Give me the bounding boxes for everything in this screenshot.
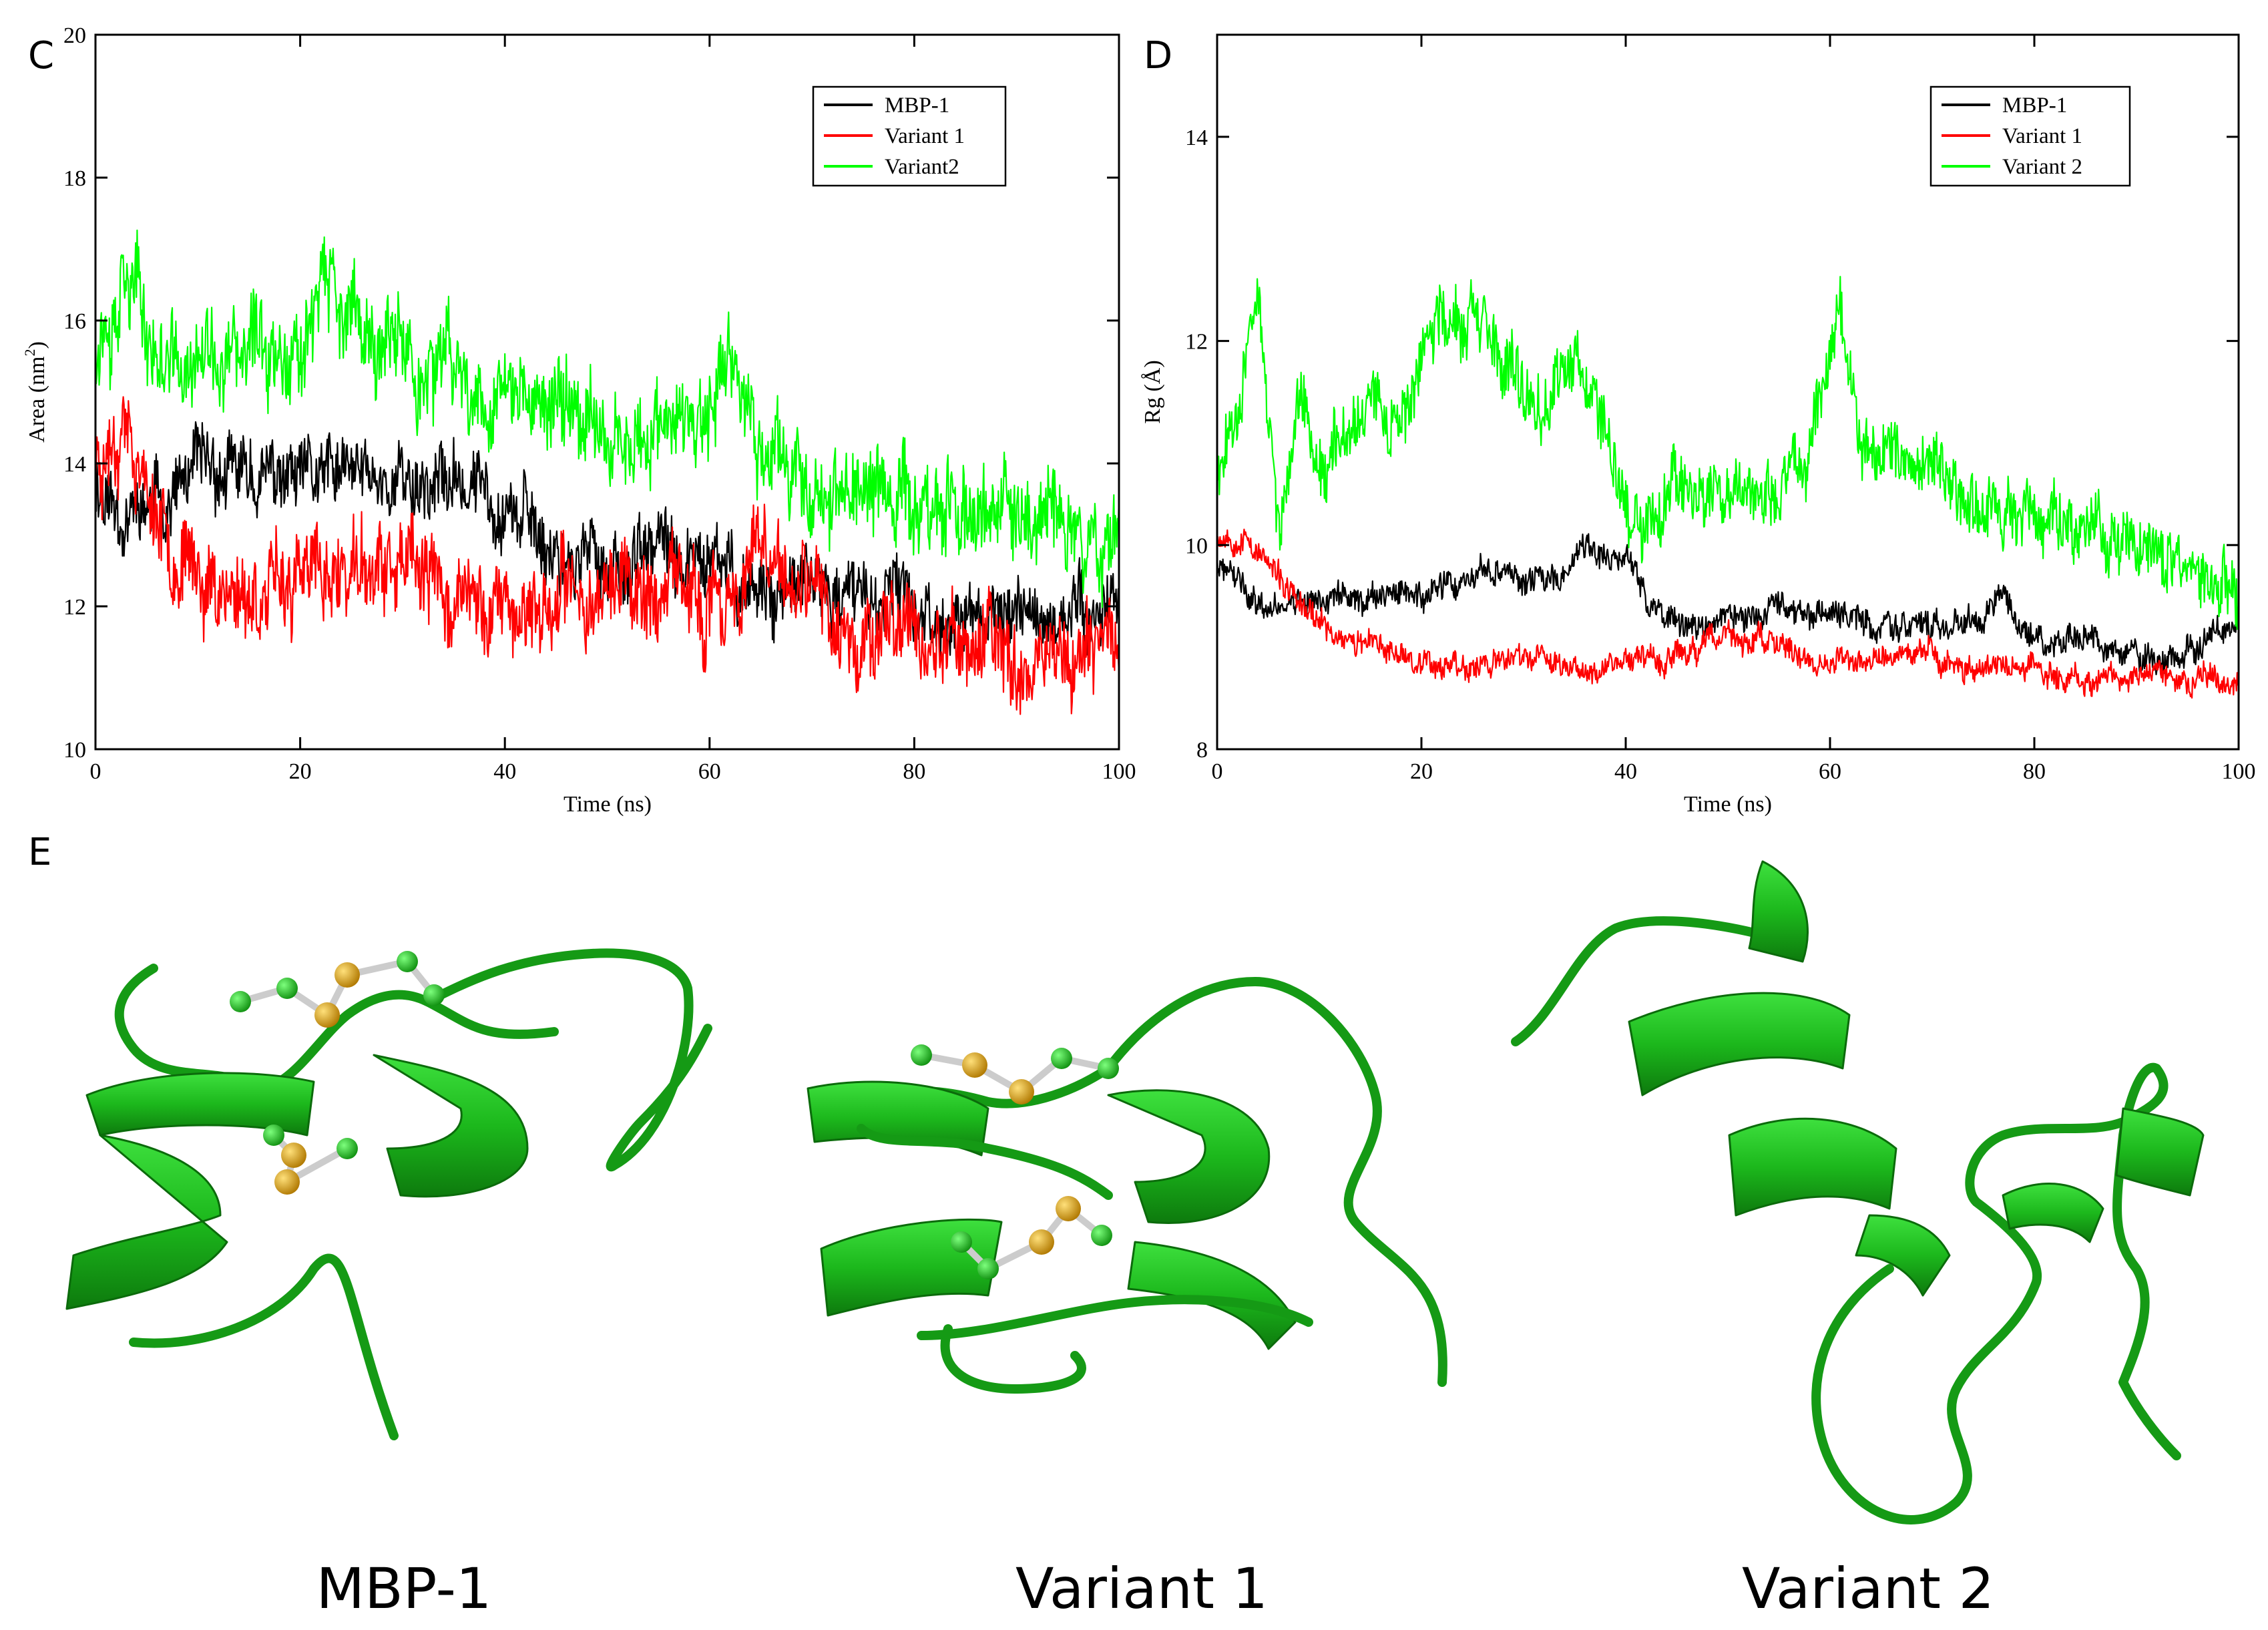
disulfide-bond-mbp1-2 [270,1132,351,1185]
sulfur-atom [1056,1196,1081,1221]
helix-mbp1-2 [65,1134,228,1310]
y-axis-label-d: Rg (Å) [1140,360,1165,423]
legend-d: MBP-1 Variant 1 Variant 2 [1930,85,2131,187]
x-tick-label: 100 [2222,759,2256,784]
y-tick-label: 10 [1185,534,1208,558]
x-tick-label: 0 [1212,759,1223,784]
y-tick-label: 12 [63,595,86,620]
x-tick-label: 40 [1614,759,1637,784]
sulfur-atom [334,962,360,988]
chart-d: D 0 20 40 60 80 100 8 10 12 14 Time (ns) Rg (Å) M… [1140,33,2256,817]
carbon-atom [951,1231,972,1253]
series-line-d-mbp1 [1216,533,2240,676]
x-tick-label: 100 [1102,759,1136,784]
series-lines-d [1216,276,2240,699]
helix-mbp1-1 [85,1072,315,1137]
helix-variant2-1b [1628,992,1851,1096]
carbon-atom [336,1138,358,1159]
helix-mbp1-3 [373,1054,529,1198]
panel-letter-e: E [28,831,51,874]
helix-variant2-1d [1855,1214,1951,1297]
ticks-d: 0 20 40 60 80 100 8 10 12 14 [1185,35,2256,784]
carbon-atom [276,978,298,999]
chart-c: C 0 20 40 60 80 100 10 12 14 16 18 20 Time (ns) Are… [21,23,1136,817]
carbon-atom [1051,1048,1072,1069]
helix-variant2-2b [2115,1107,2205,1197]
series-lines-c [94,229,1120,715]
sulfur-atom [314,1002,340,1028]
helix-variant1-2 [820,1218,1003,1317]
x-tick-label: 80 [903,759,925,784]
x-tick-label: 80 [2023,759,2046,784]
plot-frame-c [94,33,1120,751]
y-tick-label: 8 [1196,738,1208,763]
legend-label-c-variant1: Variant 1 [885,124,965,148]
legend-label-d-mbp1: MBP-1 [2002,93,2067,118]
helix-variant2-2a [2002,1183,2104,1243]
coil-mbp1-top [114,964,559,1093]
structure-mbp1 [65,948,712,1440]
series-line-d-variant2 [1216,276,2240,630]
structure-label-variant2: Variant 2 [1742,1556,1994,1621]
panel-letter-d: D [1144,34,1172,77]
x-tick-label: 20 [289,759,312,784]
coil-variant2-loop [1811,1062,2181,1524]
structure-label-mbp1: MBP-1 [316,1556,492,1621]
structure-variant2 [1511,860,2205,1524]
helix-variant2-1c [1728,1117,1897,1217]
x-tick-label: 40 [493,759,516,784]
sulfur-atom [281,1143,306,1168]
carbon-atom [423,984,445,1006]
carbon-atom [1098,1058,1119,1079]
carbon-atom [911,1044,932,1066]
y-tick-label: 12 [1185,330,1208,355]
sulfur-atom [1029,1229,1054,1255]
y-tick-label: 16 [63,309,86,334]
helix-variant1-4 [1127,1241,1297,1350]
carbon-atom [977,1258,999,1279]
legend-label-c-mbp1: MBP-1 [885,93,949,118]
coil-variant2-nterm [1511,916,1767,1046]
carbon-atom [397,951,418,972]
carbon-atom [230,991,251,1012]
x-tick-label: 60 [698,759,721,784]
coil-mbp1-tail [423,948,712,1172]
sulfur-atom [1009,1079,1034,1104]
plot-frame-d [1216,33,2240,751]
coil-variant1-bottom [857,1124,1313,1394]
legend-c: MBP-1 Variant 1 Variant2 [812,85,1007,187]
helix-variant1-1 [807,1080,989,1157]
legend-label-d-variant1: Variant 1 [2002,124,2082,148]
legend-label-c-variant2: Variant2 [885,155,959,179]
series-line-c-variant1 [94,396,1120,715]
y-tick-label: 14 [63,452,86,477]
legend-label-d-variant2: Variant 2 [2002,155,2082,179]
helix-variant2-1a [1748,860,1809,963]
x-tick-label: 20 [1410,759,1433,784]
x-axis-label-c: Time (ns) [563,792,652,817]
y-tick-label: 14 [1185,126,1208,150]
coil-variant1-tail [1104,977,1447,1387]
y-axis-label-c: Area (nm2) [21,341,49,443]
structure-label-variant1: Variant 1 [1015,1556,1268,1621]
structure-variant1 [807,977,1447,1394]
carbon-atom [263,1125,284,1146]
helix-variant1-3 [1107,1089,1271,1224]
carbon-atom [1091,1225,1112,1246]
series-line-c-variant2 [94,229,1120,608]
x-tick-label: 0 [90,759,101,784]
sulfur-atom [274,1169,300,1195]
x-tick-label: 60 [1819,759,1841,784]
sulfur-atom [962,1052,987,1078]
ticks-c: 0 20 40 60 80 100 10 12 14 16 18 20 [63,23,1136,784]
y-tick-label: 10 [63,738,86,763]
x-axis-label-d: Time (ns) [1684,792,1772,817]
coil-mbp1-bottom [129,1253,399,1440]
series-line-d-variant1 [1216,528,2240,699]
y-tick-label: 18 [63,166,86,191]
y-tick-label: 20 [63,23,86,48]
panel-letter-c: C [28,34,54,77]
